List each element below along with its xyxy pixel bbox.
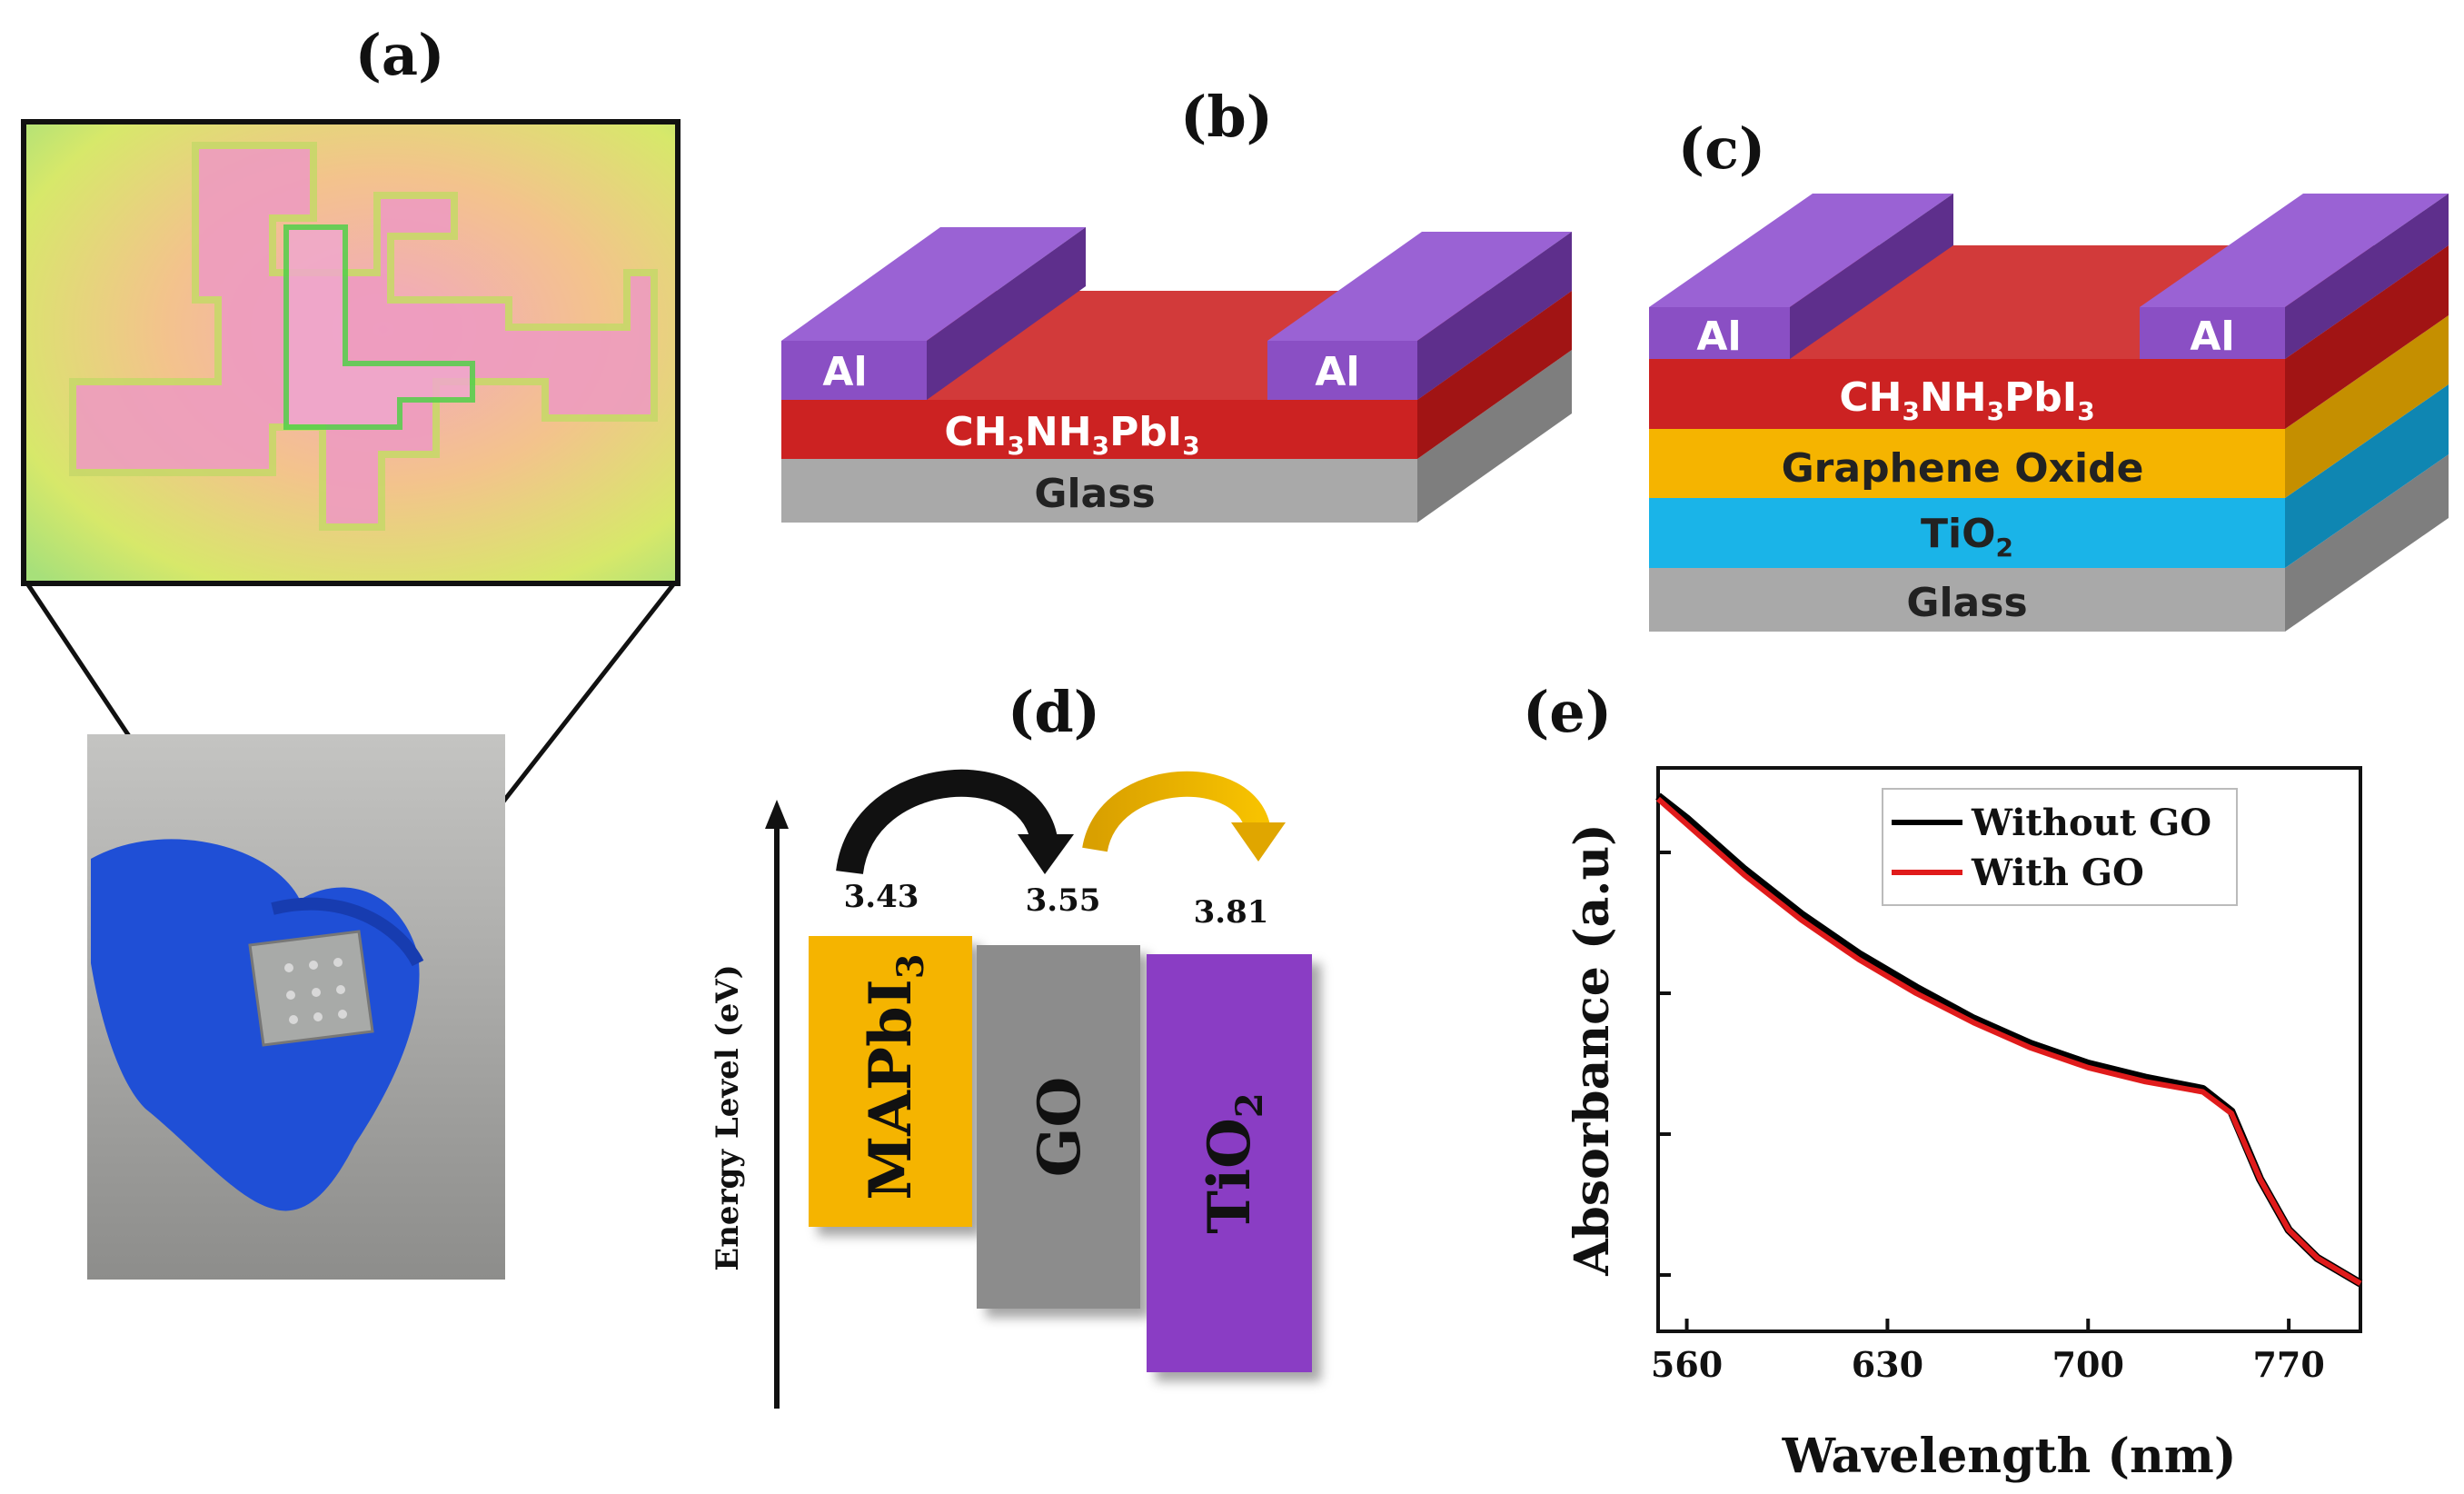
x-tick-label: 770 <box>2252 1344 2324 1385</box>
series-line-with-go <box>1656 796 2362 1286</box>
panel-b-label: (b) <box>1180 84 1273 150</box>
x-tick-label: 560 <box>1651 1344 1723 1385</box>
perovskite-layer-b <box>781 400 1417 459</box>
al-electrode-left-b <box>781 341 927 400</box>
band-go <box>977 945 1140 1309</box>
panel-e: (e) 560 630 700 770 Wavelength (nm) Absorbanc… <box>1523 679 2363 1484</box>
al-electrode-left-c <box>1649 307 1790 359</box>
optical-micrograph <box>21 119 681 586</box>
glass-layer-c <box>1649 568 2285 632</box>
glass-label-b: Glass <box>1034 471 1155 517</box>
x-tick-label: 700 <box>2052 1344 2124 1385</box>
tio2-layer-c <box>1649 498 2285 568</box>
electron-transfer-arrow-2 <box>1082 771 1271 853</box>
panel-a: (a) <box>21 22 681 1280</box>
x-axis-label: Wavelength (nm) <box>1782 1429 2237 1484</box>
band-label-mapbi3: MAPbI3 <box>857 953 932 1200</box>
al-electrode-right-b <box>1267 341 1417 400</box>
glass-label-c: Glass <box>1906 580 2027 626</box>
band-label-go: GO <box>1026 1077 1094 1177</box>
plot-frame <box>1656 766 2362 1333</box>
al-electrode-right-c <box>2140 307 2285 359</box>
absorbance-chart: 560 630 700 770 Wavelength (nm) Absorbance (a… <box>1565 766 2363 1484</box>
panel-c: (c) Al Al CH3NH3PbI3 Graphene Oxide TiO2… <box>1649 115 2449 632</box>
al-label-right-b: Al <box>1315 349 1359 395</box>
legend-label: With GO <box>1971 852 2144 894</box>
go-label-c: Graphene Oxide <box>1782 445 2144 492</box>
legend-label: Without GO <box>1971 802 2211 844</box>
panel-d-label: (d) <box>1008 679 1100 745</box>
perovskite-label-c: CH3NH3PbI3 <box>1839 374 2094 426</box>
al-label-right-c: Al <box>2190 314 2234 360</box>
perovskite-layer-c <box>1649 359 2285 429</box>
energy-axis-label: Energy Level (eV) <box>710 964 746 1270</box>
go-layer-c <box>1649 429 2285 498</box>
al-label-left-c: Al <box>1696 314 1741 360</box>
panel-a-label: (a) <box>355 22 445 88</box>
panel-e-label: (e) <box>1523 679 1612 745</box>
perovskite-label-b: CH3NH3PbI3 <box>944 409 1199 461</box>
glass-layer-b <box>781 459 1417 523</box>
band-tio2 <box>1147 954 1312 1372</box>
level-value-mapbi3: 3.43 <box>844 879 919 915</box>
y-axis-label: Absorbance (a.u) <box>1565 823 1620 1277</box>
panel-d: (d) Energy Level (eV) 3.43 3.55 3.81 MAP… <box>710 679 1312 1409</box>
device-photo <box>87 734 505 1280</box>
level-value-go: 3.55 <box>1026 882 1101 919</box>
electron-transfer-arrow-1 <box>836 769 1058 875</box>
level-value-tio2: 3.81 <box>1194 894 1269 931</box>
band-mapbi3 <box>809 936 972 1227</box>
al-label-left-b: Al <box>822 349 867 395</box>
panel-c-label: (c) <box>1678 115 1765 182</box>
legend-box <box>1882 788 2238 906</box>
panel-b: (b) Al Al CH3NH3PbI3 Glass <box>781 84 1572 523</box>
x-tick-label: 630 <box>1852 1344 1923 1385</box>
energy-axis-arrowhead <box>765 800 789 829</box>
